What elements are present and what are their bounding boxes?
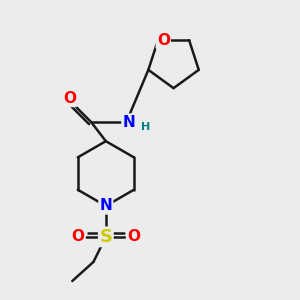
Text: N: N <box>122 115 135 130</box>
Text: N: N <box>100 198 112 213</box>
Text: O: O <box>72 230 85 244</box>
Text: O: O <box>63 91 76 106</box>
Text: O: O <box>127 230 140 244</box>
Text: O: O <box>157 33 170 48</box>
Text: H: H <box>141 122 150 132</box>
Text: S: S <box>99 228 112 246</box>
